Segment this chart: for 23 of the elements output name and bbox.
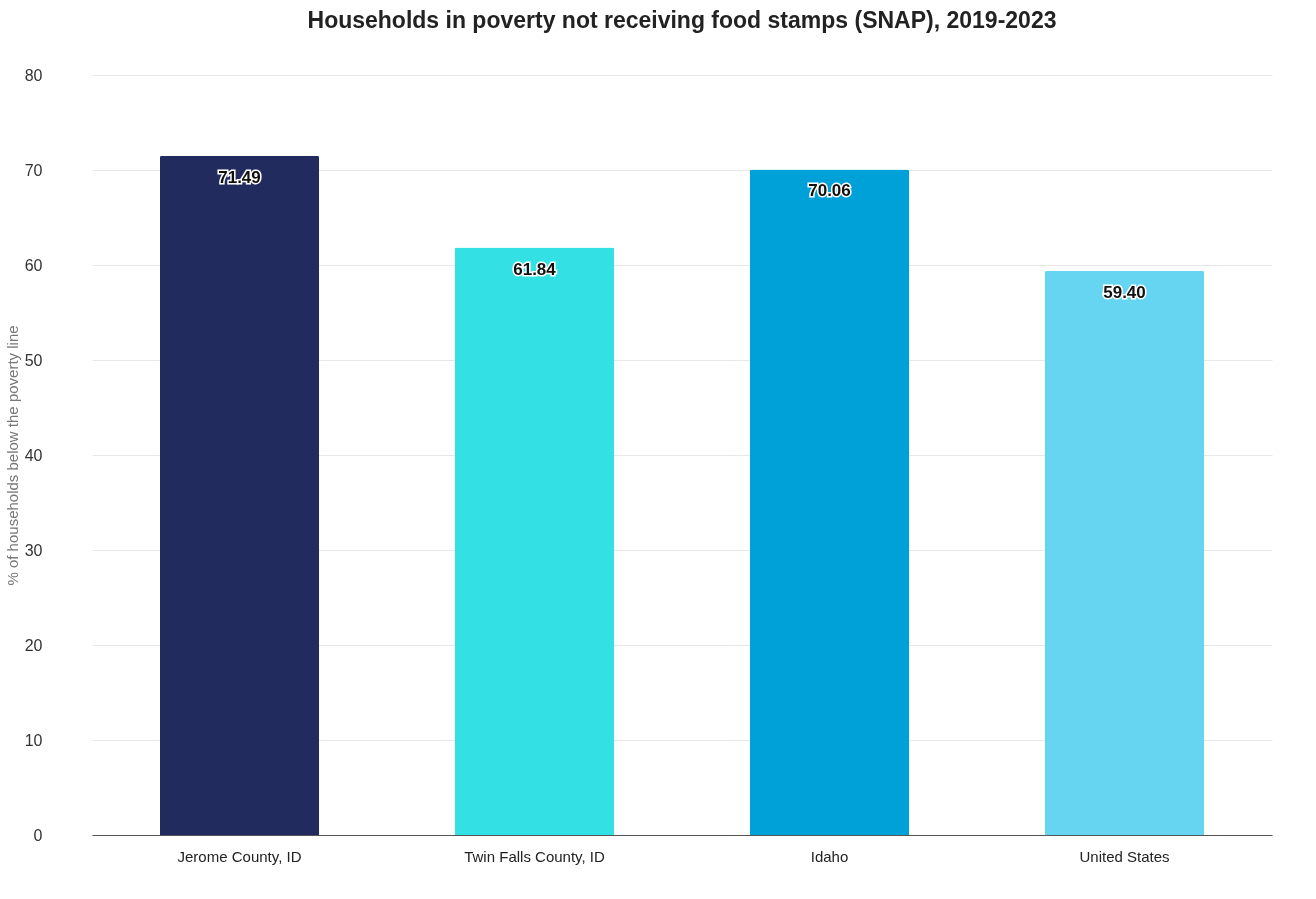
x-tick-label: Idaho xyxy=(810,847,849,865)
y-tick-label: 60 xyxy=(24,256,43,274)
bar xyxy=(454,247,615,835)
data-label: 59.40 xyxy=(1103,282,1146,302)
y-tick-label: 70 xyxy=(24,161,43,179)
data-label: 61.84 xyxy=(513,259,557,279)
y-tick-label: 0 xyxy=(33,826,43,844)
y-tick-label: 10 xyxy=(24,731,43,749)
bar xyxy=(749,169,910,835)
data-label: 71.49 xyxy=(218,167,261,187)
bar xyxy=(1044,270,1205,835)
y-axis-title: % of households below the poverty line xyxy=(3,325,21,586)
y-tick-label: 50 xyxy=(24,351,43,369)
x-tick-label: Twin Falls County, ID xyxy=(464,847,605,865)
y-tick-label: 20 xyxy=(24,636,43,654)
bar xyxy=(159,155,320,835)
y-tick-label: 40 xyxy=(24,446,43,464)
x-tick-label: Jerome County, ID xyxy=(177,847,302,865)
data-label: 70.06 xyxy=(808,181,851,201)
chart-title: Households in poverty not receiving food stamps (SNAP), 2019-2023 xyxy=(307,7,1057,33)
y-tick-label: 30 xyxy=(24,541,43,559)
y-tick-label: 80 xyxy=(24,66,43,84)
x-tick-label: United States xyxy=(1079,847,1170,865)
